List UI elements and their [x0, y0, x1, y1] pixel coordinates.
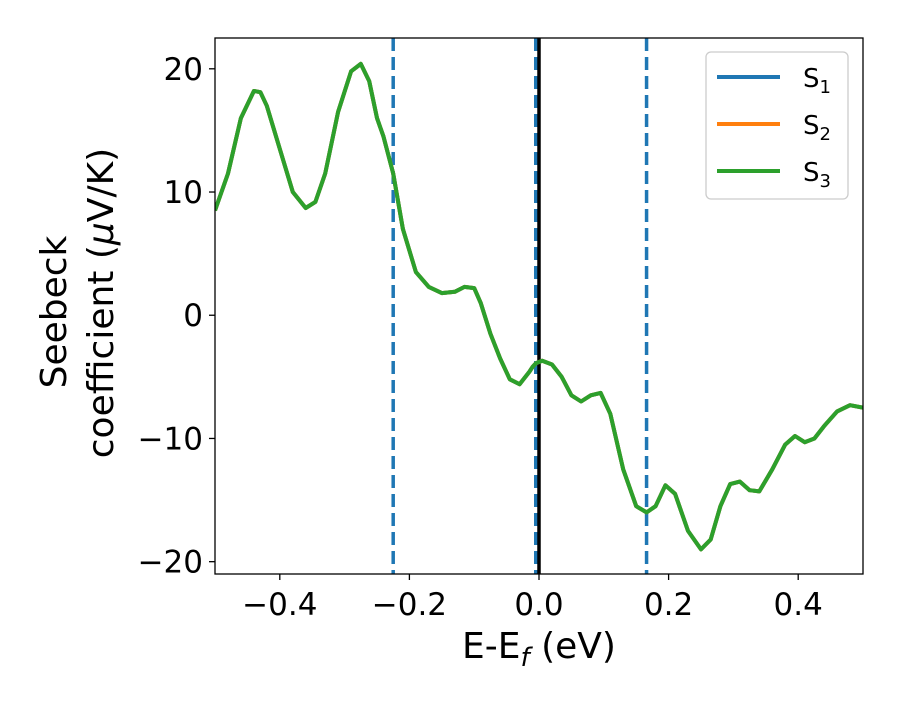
x-tick-label: 0.0	[514, 587, 563, 623]
y-tick-label: 0	[183, 298, 203, 334]
y-tick-label: −10	[138, 421, 203, 457]
x-tick-label: 0.2	[644, 587, 693, 623]
y-axis-label-mu: μ	[81, 222, 122, 246]
axes: −0.4 −0.2 0.0 0.2 0.4 −20 −10 0 10 20	[138, 37, 864, 623]
y-tick-label: 20	[164, 52, 203, 88]
legend-label-sub: 1	[820, 77, 831, 98]
legend-label-3: S3	[803, 158, 831, 192]
series-group	[215, 61, 863, 552]
x-axis-label-main: E-E	[462, 626, 520, 667]
y-axis-label-line2: coefficient (μV/K)	[81, 148, 122, 458]
x-tick-label: 0.4	[774, 587, 823, 623]
x-axis-label: E-Ef (eV)	[462, 626, 616, 673]
y-tick-label: −20	[138, 545, 203, 581]
x-axis-label-unit: (eV)	[530, 626, 616, 667]
legend-label-2: S2	[803, 111, 831, 145]
y-axis-label-text: coefficient (	[81, 245, 122, 458]
axis-labels: E-Ef (eV) Seebeck coefficient (μV/K)	[34, 148, 616, 673]
y-axis-label-unit: V/K)	[81, 148, 122, 222]
y-tick-label: 10	[164, 175, 203, 211]
legend-label-1: S1	[803, 64, 831, 98]
plot-area	[215, 38, 863, 574]
series-line-3	[215, 61, 863, 552]
x-tick-label: −0.2	[372, 587, 447, 623]
legend-label-base: S	[803, 64, 820, 94]
legend-label-sub: 2	[820, 124, 831, 145]
legend-label-base: S	[803, 111, 820, 141]
legend-label-sub: 3	[820, 171, 831, 192]
legend-label-base: S	[803, 158, 820, 188]
y-axis-label-line1: Seebeck	[34, 235, 75, 388]
x-tick-label: −0.4	[242, 587, 317, 623]
